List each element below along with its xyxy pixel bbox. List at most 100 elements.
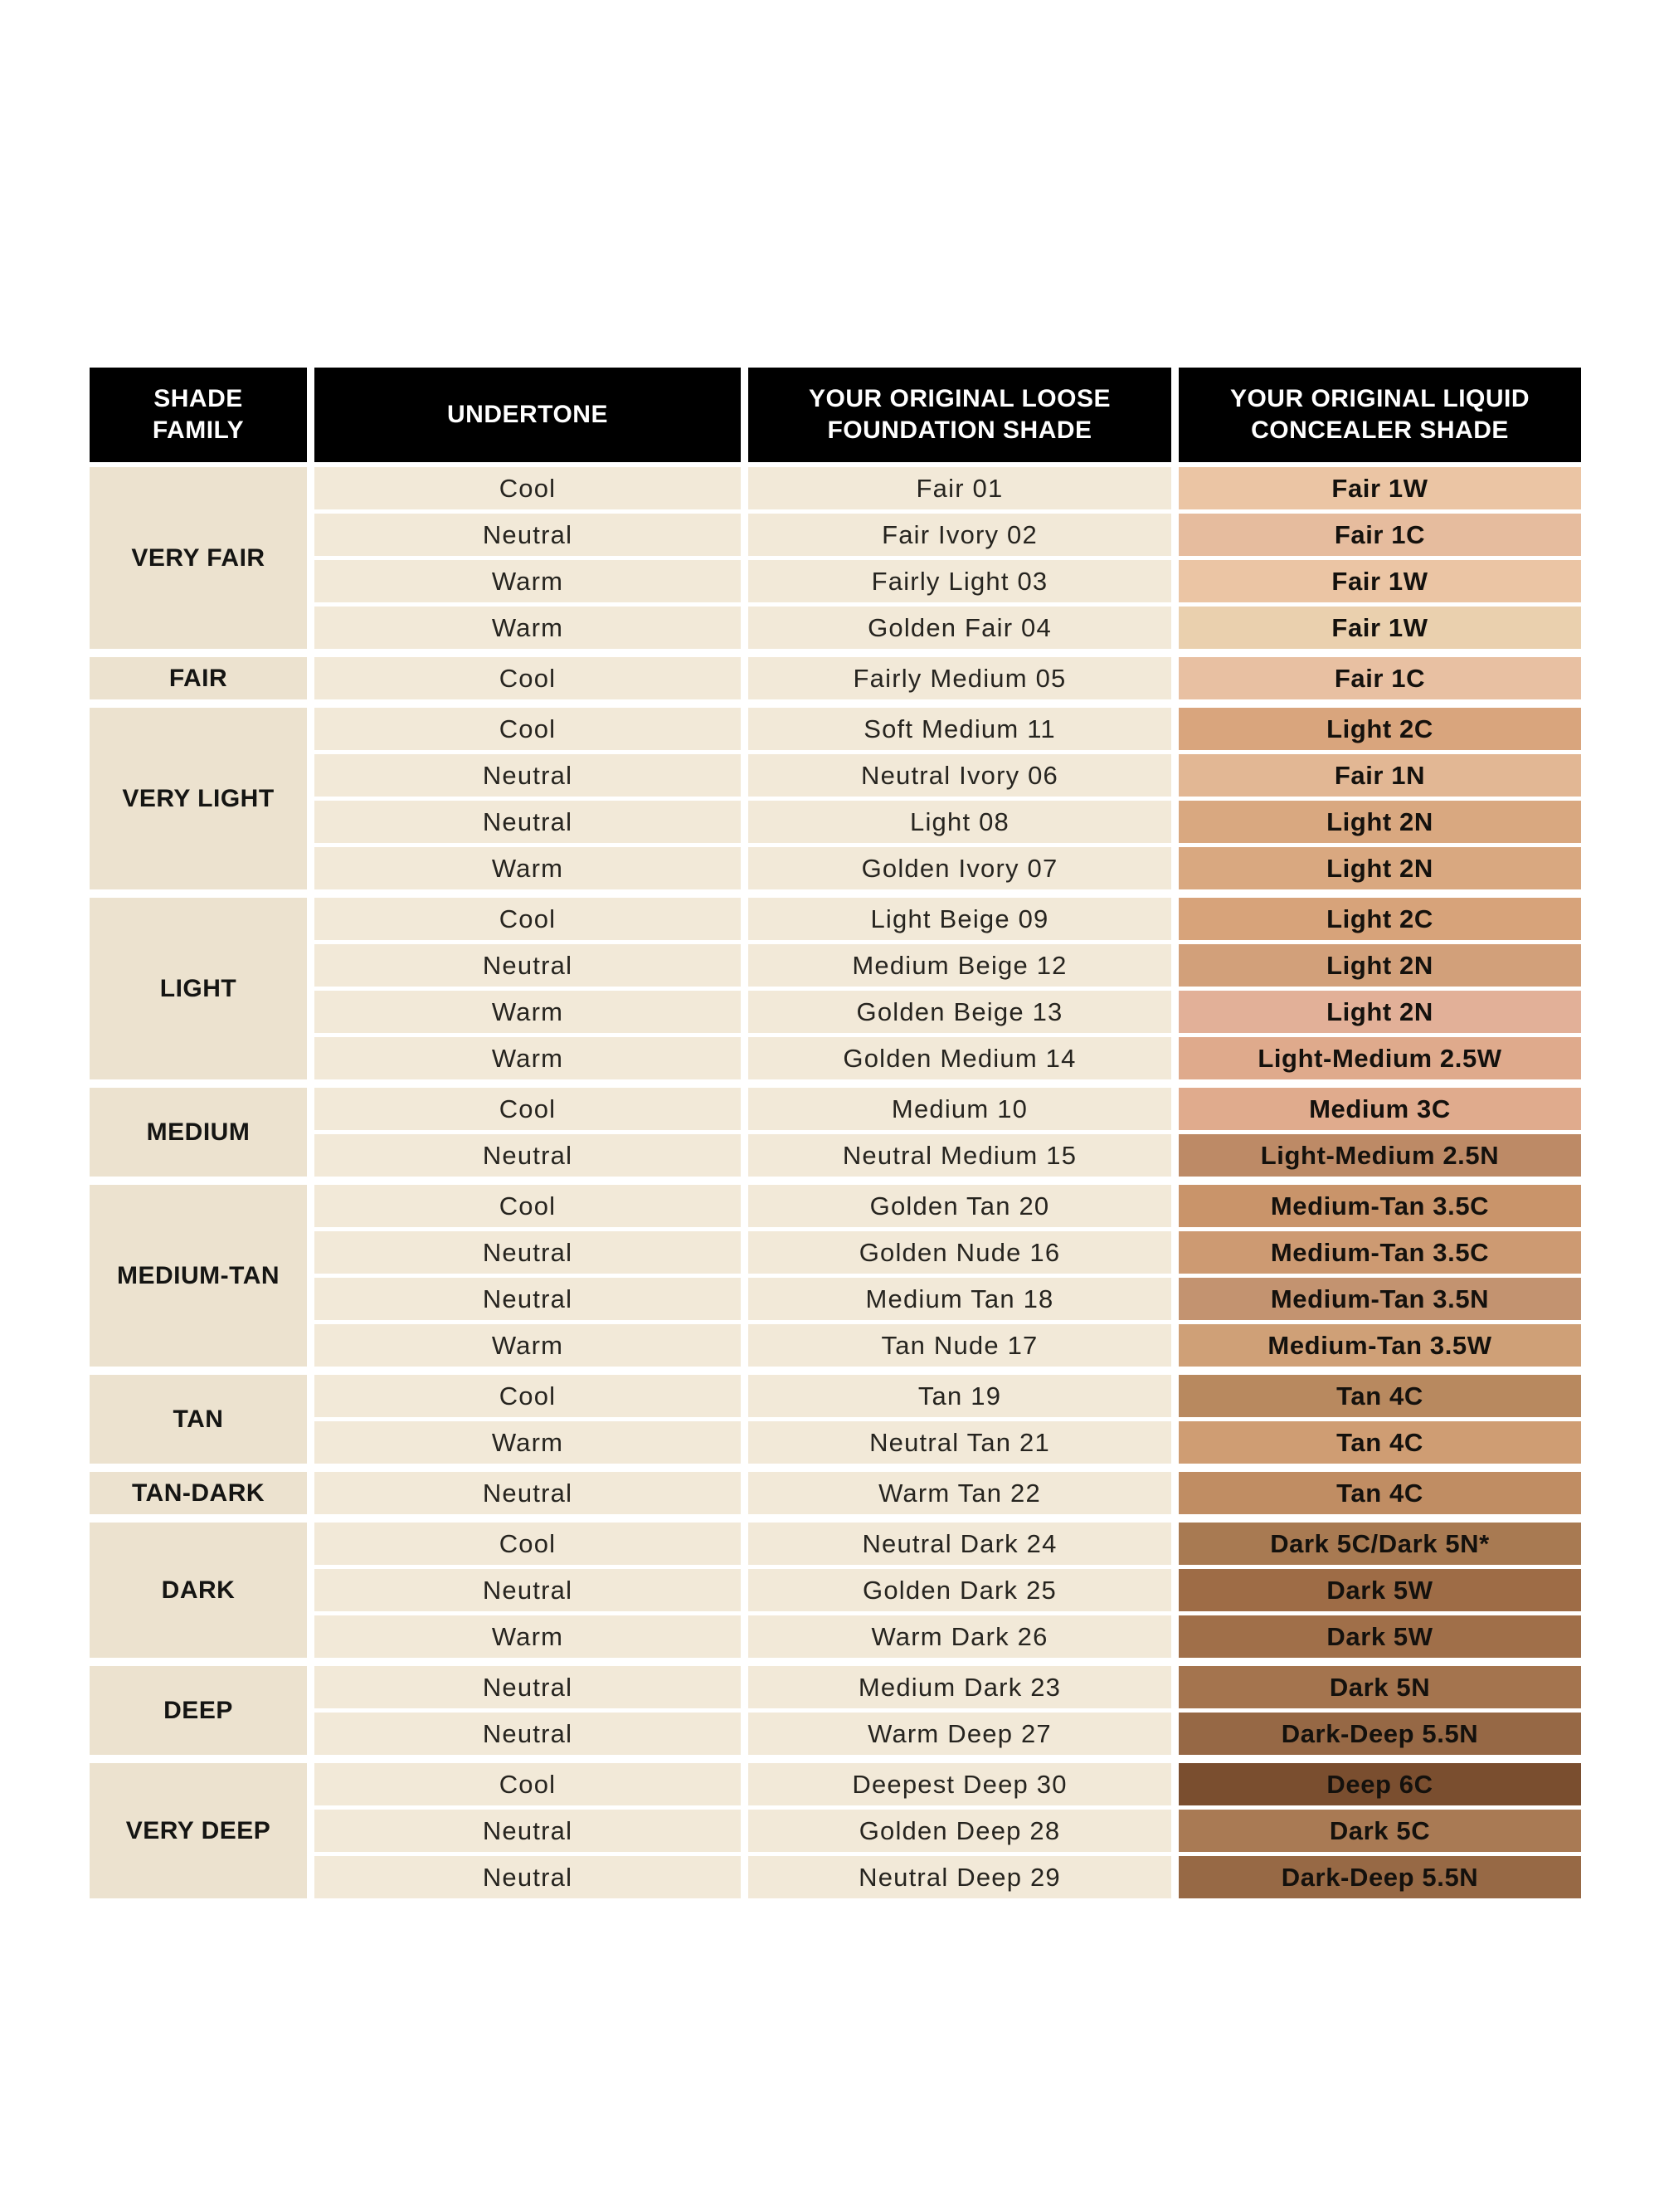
table-row: Warm Fairly Light 03 Fair 1W — [314, 560, 1581, 602]
table-row: Neutral Neutral Deep 29 Dark-Deep 5.5N — [314, 1856, 1581, 1898]
group-light: LIGHT Cool Light Beige 09 Light 2C Neutr… — [90, 898, 1581, 1079]
foundation-cell: Tan 19 — [748, 1375, 1171, 1417]
undertone-cell: Warm — [314, 847, 741, 889]
col-header-undertone: UNDERTONE — [314, 368, 741, 462]
foundation-cell: Deepest Deep 30 — [748, 1763, 1171, 1805]
undertone-cell: Neutral — [314, 944, 741, 987]
undertone-cell: Neutral — [314, 754, 741, 797]
undertone-cell: Warm — [314, 607, 741, 649]
table-row: Warm Golden Medium 14 Light-Medium 2.5W — [314, 1037, 1581, 1079]
table-row: Warm Neutral Tan 21 Tan 4C — [314, 1421, 1581, 1464]
family-cell: VERY DEEP — [90, 1763, 307, 1898]
concealer-swatch-cell: Light 2N — [1179, 847, 1581, 889]
col-header-shade-family-label: SHADE FAMILY — [152, 384, 245, 444]
foundation-cell: Light Beige 09 — [748, 898, 1171, 940]
table-header-row: SHADE FAMILY UNDERTONE YOUR ORIGINAL LOO… — [90, 368, 1581, 462]
table-row: Neutral Golden Deep 28 Dark 5C — [314, 1810, 1581, 1852]
table-row: Neutral Golden Nude 16 Medium-Tan 3.5C — [314, 1231, 1581, 1274]
undertone-cell: Neutral — [314, 514, 741, 556]
concealer-swatch-cell: Tan 4C — [1179, 1375, 1581, 1417]
table-row: Neutral Neutral Medium 15 Light-Medium 2… — [314, 1134, 1581, 1177]
undertone-cell: Neutral — [314, 1472, 741, 1514]
table-row: Warm Warm Dark 26 Dark 5W — [314, 1615, 1581, 1658]
col-header-foundation-shade: YOUR ORIGINAL LOOSE FOUNDATION SHADE — [748, 368, 1171, 462]
foundation-cell: Medium Beige 12 — [748, 944, 1171, 987]
undertone-cell: Neutral — [314, 1810, 741, 1852]
undertone-cell: Neutral — [314, 1278, 741, 1320]
foundation-cell: Warm Tan 22 — [748, 1472, 1171, 1514]
undertone-cell: Neutral — [314, 1713, 741, 1755]
concealer-swatch-cell: Medium-Tan 3.5C — [1179, 1185, 1581, 1227]
family-cell: MEDIUM-TAN — [90, 1185, 307, 1367]
foundation-cell: Warm Dark 26 — [748, 1615, 1171, 1658]
concealer-swatch-cell: Medium-Tan 3.5C — [1179, 1231, 1581, 1274]
foundation-cell: Golden Medium 14 — [748, 1037, 1171, 1079]
family-cell: DARK — [90, 1523, 307, 1658]
group-medium-tan: MEDIUM-TAN Cool Golden Tan 20 Medium-Tan… — [90, 1185, 1581, 1367]
concealer-swatch-cell: Medium 3C — [1179, 1088, 1581, 1130]
table-row: Neutral Medium Dark 23 Dark 5N — [314, 1666, 1581, 1708]
concealer-swatch-cell: Fair 1W — [1179, 467, 1581, 509]
concealer-swatch-cell: Fair 1C — [1179, 657, 1581, 699]
undertone-cell: Neutral — [314, 1666, 741, 1708]
group-fair: FAIR Cool Fairly Medium 05 Fair 1C — [90, 657, 1581, 699]
undertone-cell: Cool — [314, 1523, 741, 1565]
concealer-swatch-cell: Medium-Tan 3.5N — [1179, 1278, 1581, 1320]
table-row: Cool Tan 19 Tan 4C — [314, 1375, 1581, 1417]
undertone-cell: Neutral — [314, 801, 741, 843]
table-row: Neutral Warm Deep 27 Dark-Deep 5.5N — [314, 1713, 1581, 1755]
concealer-swatch-cell: Fair 1W — [1179, 607, 1581, 649]
col-header-concealer-shade-label: YOUR ORIGINAL LIQUID CONCEALER SHADE — [1229, 384, 1530, 444]
foundation-cell: Golden Fair 04 — [748, 607, 1171, 649]
table-row: Cool Golden Tan 20 Medium-Tan 3.5C — [314, 1185, 1581, 1227]
undertone-cell: Cool — [314, 898, 741, 940]
undertone-cell: Neutral — [314, 1569, 741, 1611]
family-cell: LIGHT — [90, 898, 307, 1079]
concealer-swatch-cell: Light 2N — [1179, 801, 1581, 843]
table-row: Warm Golden Beige 13 Light 2N — [314, 991, 1581, 1033]
group-deep: DEEP Neutral Medium Dark 23 Dark 5N Neut… — [90, 1666, 1581, 1755]
foundation-cell: Fair Ivory 02 — [748, 514, 1171, 556]
col-header-foundation-shade-label: YOUR ORIGINAL LOOSE FOUNDATION SHADE — [809, 384, 1111, 444]
concealer-swatch-cell: Light-Medium 2.5N — [1179, 1134, 1581, 1177]
concealer-swatch-cell: Dark 5W — [1179, 1569, 1581, 1611]
foundation-cell: Golden Tan 20 — [748, 1185, 1171, 1227]
undertone-cell: Cool — [314, 708, 741, 750]
undertone-cell: Warm — [314, 1615, 741, 1658]
col-header-shade-family: SHADE FAMILY — [90, 368, 307, 462]
undertone-cell: Warm — [314, 1324, 741, 1367]
concealer-swatch-cell: Light 2N — [1179, 991, 1581, 1033]
foundation-cell: Medium Dark 23 — [748, 1666, 1171, 1708]
concealer-swatch-cell: Tan 4C — [1179, 1421, 1581, 1464]
concealer-swatch-cell: Dark 5N — [1179, 1666, 1581, 1708]
table-row: Cool Fairly Medium 05 Fair 1C — [314, 657, 1581, 699]
group-tan: TAN Cool Tan 19 Tan 4C Warm Neutral Tan … — [90, 1375, 1581, 1464]
concealer-swatch-cell: Medium-Tan 3.5W — [1179, 1324, 1581, 1367]
family-cell: TAN-DARK — [90, 1472, 307, 1514]
undertone-cell: Cool — [314, 1763, 741, 1805]
concealer-swatch-cell: Tan 4C — [1179, 1472, 1581, 1514]
table-row: Neutral Neutral Ivory 06 Fair 1N — [314, 754, 1581, 797]
undertone-cell: Warm — [314, 560, 741, 602]
concealer-swatch-cell: Fair 1C — [1179, 514, 1581, 556]
family-cell: MEDIUM — [90, 1088, 307, 1177]
foundation-cell: Neutral Ivory 06 — [748, 754, 1171, 797]
undertone-cell: Warm — [314, 1421, 741, 1464]
concealer-swatch-cell: Fair 1N — [1179, 754, 1581, 797]
foundation-cell: Neutral Medium 15 — [748, 1134, 1171, 1177]
table-row: Cool Medium 10 Medium 3C — [314, 1088, 1581, 1130]
table-row: Neutral Golden Dark 25 Dark 5W — [314, 1569, 1581, 1611]
concealer-swatch-cell: Light 2C — [1179, 898, 1581, 940]
concealer-swatch-cell: Light-Medium 2.5W — [1179, 1037, 1581, 1079]
family-cell: FAIR — [90, 657, 307, 699]
group-dark: DARK Cool Neutral Dark 24 Dark 5C/Dark 5… — [90, 1523, 1581, 1658]
concealer-swatch-cell: Dark 5C — [1179, 1810, 1581, 1852]
col-header-undertone-label: UNDERTONE — [447, 400, 608, 428]
family-cell: TAN — [90, 1375, 307, 1464]
table-row: Warm Golden Ivory 07 Light 2N — [314, 847, 1581, 889]
foundation-cell: Neutral Dark 24 — [748, 1523, 1171, 1565]
foundation-cell: Warm Deep 27 — [748, 1713, 1171, 1755]
table-row: Cool Deepest Deep 30 Deep 6C — [314, 1763, 1581, 1805]
foundation-cell: Golden Beige 13 — [748, 991, 1171, 1033]
table-row: Cool Neutral Dark 24 Dark 5C/Dark 5N* — [314, 1523, 1581, 1565]
